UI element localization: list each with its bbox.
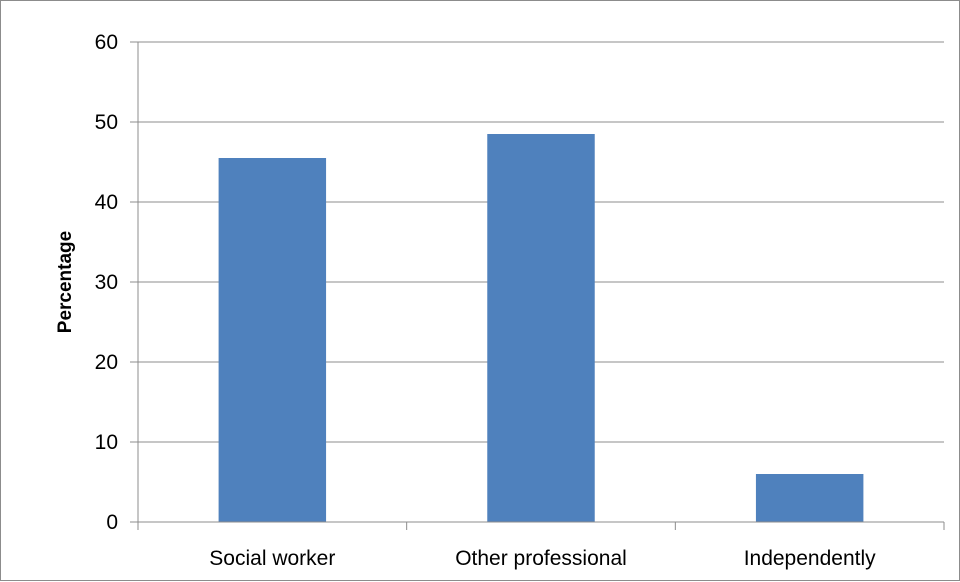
y-tick-label-20: 20 [95, 351, 118, 374]
bar-independently [755, 474, 864, 522]
y-tick-label-50: 50 [95, 111, 118, 134]
labels: 0 10 20 30 40 50 60 Social worker Other professi… [95, 31, 876, 570]
x-tick-label-other-professional: Other professional [455, 547, 627, 570]
bars [218, 134, 864, 522]
y-tick-label-10: 10 [95, 431, 118, 454]
axes [130, 41, 945, 530]
y-tick-label-40: 40 [95, 191, 118, 214]
y-tick-label-30: 30 [95, 271, 118, 294]
x-tick-label-independently: Independently [744, 547, 876, 570]
bar-social-worker [218, 158, 327, 522]
x-tick-label-social-worker: Social worker [209, 547, 335, 570]
y-tick-label-0: 0 [106, 511, 118, 534]
y-tick-label-60: 60 [95, 31, 118, 54]
y-axis-title: Percentage [55, 231, 76, 333]
bar-other-professional [487, 134, 595, 522]
